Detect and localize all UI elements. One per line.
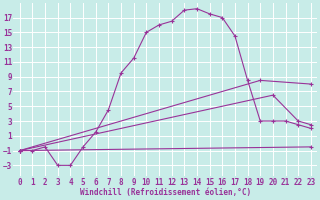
X-axis label: Windchill (Refroidissement éolien,°C): Windchill (Refroidissement éolien,°C) — [80, 188, 251, 197]
